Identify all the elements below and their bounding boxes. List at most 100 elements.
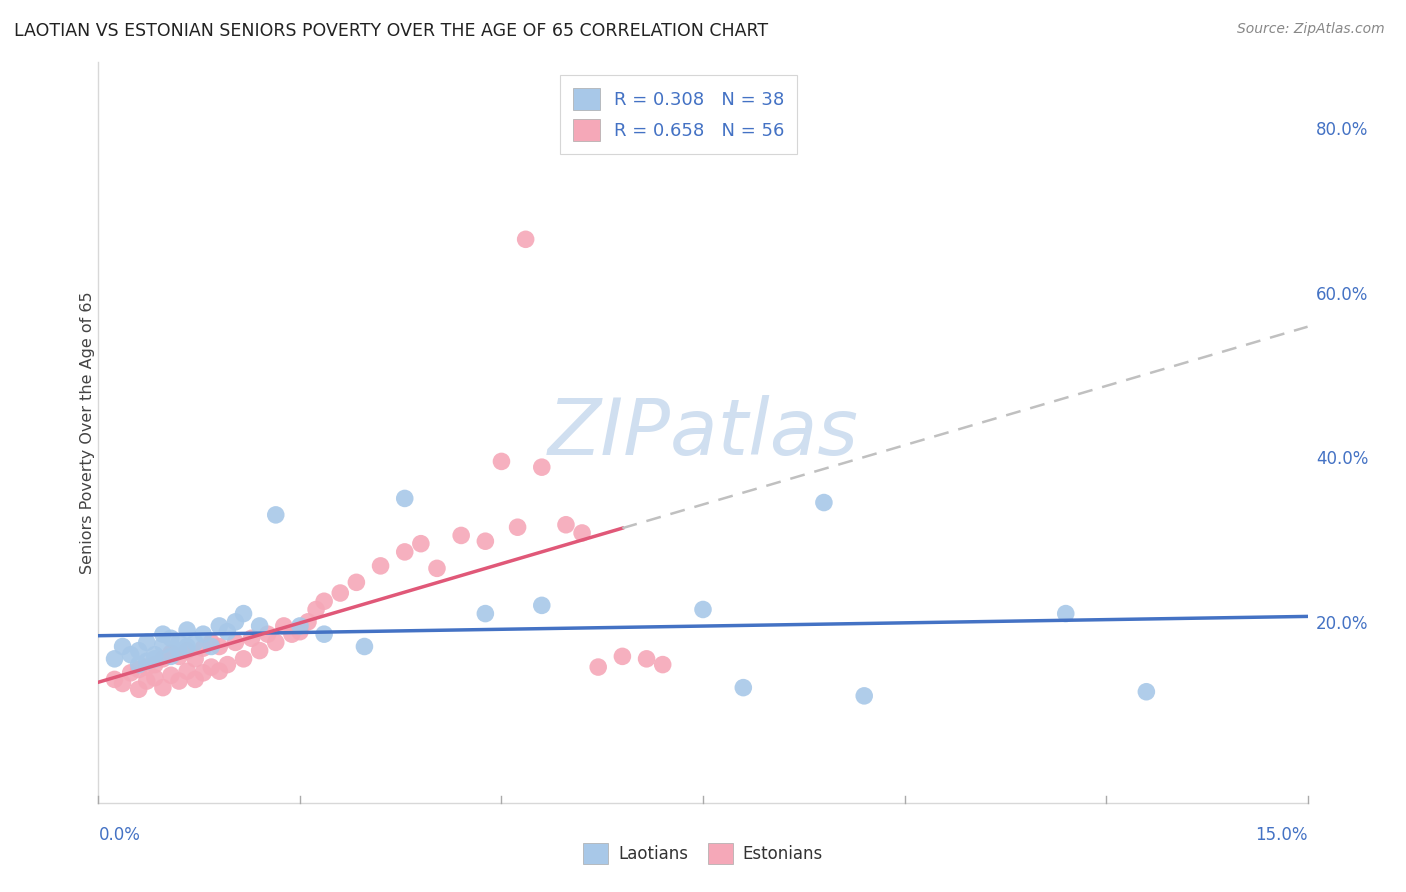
Point <box>111 676 134 690</box>
Point <box>281 627 304 641</box>
Point <box>450 528 472 542</box>
Legend: Laotians, Estonians: Laotians, Estonians <box>576 837 830 871</box>
Point <box>184 673 207 687</box>
Point <box>264 508 287 522</box>
Point <box>217 624 239 639</box>
Point <box>530 460 553 475</box>
Point <box>314 627 336 641</box>
Point <box>273 619 295 633</box>
Point <box>314 594 336 608</box>
Point <box>176 623 198 637</box>
Point <box>160 649 183 664</box>
Point <box>200 635 222 649</box>
Text: Source: ZipAtlas.com: Source: ZipAtlas.com <box>1237 22 1385 37</box>
Point <box>217 657 239 672</box>
Point <box>813 495 835 509</box>
Point <box>135 635 157 649</box>
Point <box>143 648 166 662</box>
Text: ZIPatlas: ZIPatlas <box>547 394 859 471</box>
Point <box>160 668 183 682</box>
Point <box>474 607 496 621</box>
Point <box>571 526 593 541</box>
Point <box>193 665 215 680</box>
Point <box>143 657 166 672</box>
Point <box>636 652 658 666</box>
Point <box>128 657 150 672</box>
Point <box>120 648 142 662</box>
Point <box>344 575 367 590</box>
Point <box>256 627 278 641</box>
Point <box>232 607 254 621</box>
Point <box>224 615 246 629</box>
Point <box>167 674 190 689</box>
Point <box>184 635 207 649</box>
Point <box>224 635 246 649</box>
Point <box>474 534 496 549</box>
Point <box>305 602 328 616</box>
Point <box>426 561 449 575</box>
Point <box>506 520 529 534</box>
Point <box>176 640 198 654</box>
Point <box>288 624 311 639</box>
Text: LAOTIAN VS ESTONIAN SENIORS POVERTY OVER THE AGE OF 65 CORRELATION CHART: LAOTIAN VS ESTONIAN SENIORS POVERTY OVER… <box>14 22 768 40</box>
Y-axis label: Seniors Poverty Over the Age of 65: Seniors Poverty Over the Age of 65 <box>80 292 94 574</box>
Point <box>152 652 174 666</box>
Point <box>135 674 157 689</box>
Point <box>329 586 352 600</box>
Point <box>249 643 271 657</box>
Point <box>176 643 198 657</box>
Point <box>409 536 432 550</box>
Text: 15.0%: 15.0% <box>1256 826 1308 844</box>
Point <box>208 640 231 654</box>
Point <box>394 545 416 559</box>
Point <box>103 652 125 666</box>
Text: 0.0%: 0.0% <box>98 826 141 844</box>
Point <box>353 640 375 654</box>
Point <box>160 646 183 660</box>
Point <box>297 615 319 629</box>
Point <box>128 643 150 657</box>
Point <box>135 654 157 668</box>
Point <box>853 689 876 703</box>
Point <box>208 664 231 678</box>
Point <box>1135 685 1157 699</box>
Point <box>249 619 271 633</box>
Point <box>184 652 207 666</box>
Point <box>193 627 215 641</box>
Point <box>208 619 231 633</box>
Point <box>692 602 714 616</box>
Point <box>394 491 416 506</box>
Point <box>167 635 190 649</box>
Point <box>167 643 190 657</box>
Point <box>152 627 174 641</box>
Point <box>128 663 150 677</box>
Point <box>200 640 222 654</box>
Point <box>586 660 609 674</box>
Point <box>232 652 254 666</box>
Point <box>1054 607 1077 621</box>
Legend: R = 0.308   N = 38, R = 0.658   N = 56: R = 0.308 N = 38, R = 0.658 N = 56 <box>560 75 797 153</box>
Point <box>143 652 166 666</box>
Point <box>370 558 392 573</box>
Point <box>264 635 287 649</box>
Point <box>152 681 174 695</box>
Point <box>555 517 578 532</box>
Point <box>135 660 157 674</box>
Point <box>200 660 222 674</box>
Point <box>160 632 183 646</box>
Point <box>152 638 174 652</box>
Point <box>288 619 311 633</box>
Point <box>111 640 134 654</box>
Point <box>733 681 755 695</box>
Point <box>240 632 263 646</box>
Point <box>651 657 673 672</box>
Point <box>143 671 166 685</box>
Point <box>193 641 215 656</box>
Point <box>120 665 142 680</box>
Point <box>491 454 513 468</box>
Point <box>167 649 190 664</box>
Point <box>515 232 537 246</box>
Point <box>530 599 553 613</box>
Point <box>128 682 150 697</box>
Point <box>612 649 634 664</box>
